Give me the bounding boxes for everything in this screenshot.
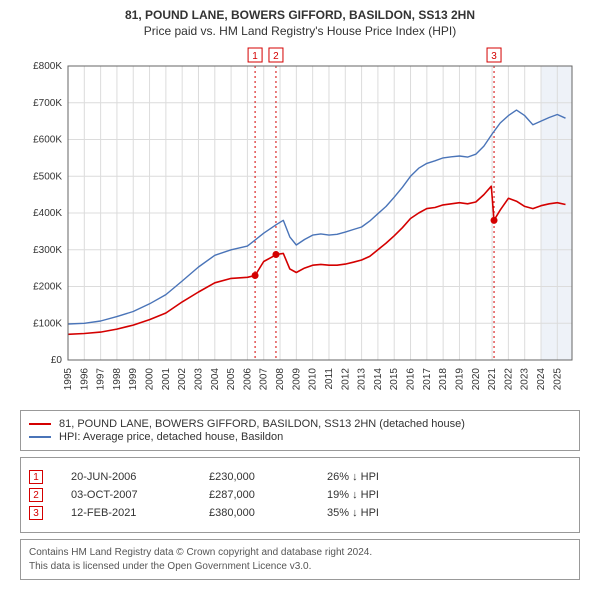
svg-text:2012: 2012 — [340, 368, 351, 391]
svg-text:1998: 1998 — [112, 368, 123, 391]
svg-text:2017: 2017 — [422, 368, 433, 391]
svg-text:2020: 2020 — [471, 368, 482, 391]
chart-titles: 81, POUND LANE, BOWERS GIFFORD, BASILDON… — [0, 0, 600, 38]
event-delta: 26% ↓ HPI — [327, 471, 379, 483]
svg-text:2018: 2018 — [438, 368, 449, 391]
event-number: 2 — [33, 490, 39, 501]
event-date: 12-FEB-2021 — [71, 507, 181, 519]
svg-text:2007: 2007 — [259, 368, 270, 391]
event-row: 1 20-JUN-2006 £230,000 26% ↓ HPI — [29, 470, 571, 484]
svg-text:£800K: £800K — [33, 61, 62, 72]
event-price: £230,000 — [209, 471, 299, 483]
svg-text:2023: 2023 — [520, 368, 531, 391]
event-date: 20-JUN-2006 — [71, 471, 181, 483]
event-row: 3 12-FEB-2021 £380,000 35% ↓ HPI — [29, 506, 571, 520]
svg-text:£200K: £200K — [33, 282, 62, 293]
svg-text:2003: 2003 — [193, 368, 204, 391]
legend-swatch — [29, 423, 51, 425]
svg-text:£400K: £400K — [33, 208, 62, 219]
svg-text:2015: 2015 — [389, 368, 400, 391]
svg-text:2001: 2001 — [161, 368, 172, 391]
svg-text:2014: 2014 — [373, 368, 384, 391]
svg-text:£300K: £300K — [33, 245, 62, 256]
svg-text:1997: 1997 — [96, 368, 107, 391]
svg-text:2013: 2013 — [357, 368, 368, 391]
svg-text:1995: 1995 — [63, 368, 74, 391]
svg-text:2011: 2011 — [324, 368, 335, 390]
event-number-box: 1 — [29, 470, 43, 484]
svg-text:£500K: £500K — [33, 171, 62, 182]
svg-text:2: 2 — [273, 51, 279, 62]
event-delta: 19% ↓ HPI — [327, 489, 379, 501]
event-number-box: 3 — [29, 506, 43, 520]
footnote-line-2: This data is licensed under the Open Gov… — [29, 560, 571, 574]
event-delta: 35% ↓ HPI — [327, 507, 379, 519]
event-date: 03-OCT-2007 — [71, 489, 181, 501]
event-price: £287,000 — [209, 489, 299, 501]
svg-text:2008: 2008 — [275, 368, 286, 391]
svg-text:2009: 2009 — [291, 368, 302, 391]
event-price: £380,000 — [209, 507, 299, 519]
events-table: 1 20-JUN-2006 £230,000 26% ↓ HPI 2 03-OC… — [20, 457, 580, 533]
event-number: 1 — [33, 472, 39, 483]
svg-text:2004: 2004 — [210, 368, 221, 391]
footnote-box: Contains HM Land Registry data © Crown c… — [20, 539, 580, 580]
svg-text:2022: 2022 — [503, 368, 514, 391]
svg-text:2025: 2025 — [552, 368, 563, 391]
svg-text:2006: 2006 — [242, 368, 253, 391]
title-line-2: Price paid vs. HM Land Registry's House … — [0, 24, 600, 38]
svg-text:£100K: £100K — [33, 318, 62, 329]
legend-label: HPI: Average price, detached house, Basi… — [59, 431, 283, 443]
svg-text:2002: 2002 — [177, 368, 188, 391]
svg-text:1996: 1996 — [79, 368, 90, 391]
svg-text:£700K: £700K — [33, 98, 62, 109]
svg-text:1: 1 — [252, 51, 258, 62]
container: 81, POUND LANE, BOWERS GIFFORD, BASILDON… — [0, 0, 600, 580]
svg-text:2024: 2024 — [536, 368, 547, 391]
legend-label: 81, POUND LANE, BOWERS GIFFORD, BASILDON… — [59, 418, 465, 430]
chart-area: £0 £100K £200K £300K £400K £500K £600K £700K £80… — [20, 44, 580, 404]
title-line-1: 81, POUND LANE, BOWERS GIFFORD, BASILDON… — [0, 8, 600, 22]
chart-svg: £0 £100K £200K £300K £400K £500K £600K £700K £80… — [20, 44, 580, 404]
footnote-line-1: Contains HM Land Registry data © Crown c… — [29, 546, 571, 560]
svg-text:2010: 2010 — [308, 368, 319, 391]
event-number: 3 — [33, 508, 39, 519]
svg-text:2021: 2021 — [487, 368, 498, 391]
legend-swatch — [29, 436, 51, 438]
svg-text:2000: 2000 — [145, 368, 156, 391]
svg-text:£600K: £600K — [33, 135, 62, 146]
event-row: 2 03-OCT-2007 £287,000 19% ↓ HPI — [29, 488, 571, 502]
svg-text:£0: £0 — [51, 355, 63, 366]
event-number-box: 2 — [29, 488, 43, 502]
svg-text:2016: 2016 — [406, 368, 417, 391]
svg-text:1999: 1999 — [128, 368, 139, 391]
legend-box: 81, POUND LANE, BOWERS GIFFORD, BASILDON… — [20, 410, 580, 451]
svg-text:2019: 2019 — [454, 368, 465, 391]
legend-row: HPI: Average price, detached house, Basi… — [29, 431, 571, 443]
svg-text:2005: 2005 — [226, 368, 237, 391]
svg-text:3: 3 — [491, 51, 497, 62]
legend-row: 81, POUND LANE, BOWERS GIFFORD, BASILDON… — [29, 418, 571, 430]
